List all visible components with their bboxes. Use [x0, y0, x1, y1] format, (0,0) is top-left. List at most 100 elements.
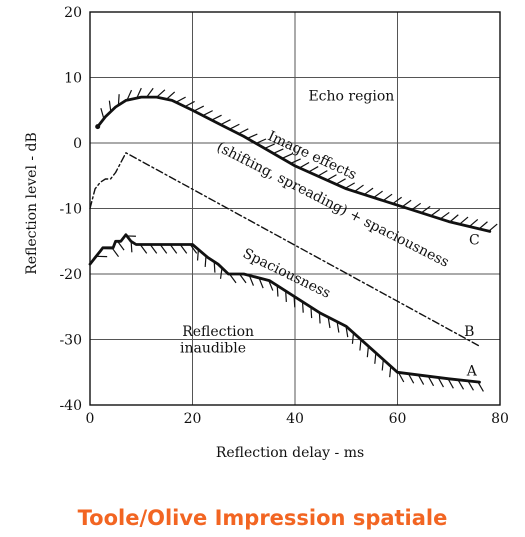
hatch-mark-C	[488, 223, 498, 232]
hatch-mark-C	[273, 148, 284, 154]
hatch-mark-A	[169, 244, 178, 254]
y-tick-label: 10	[64, 71, 82, 87]
grid	[89, 11, 501, 406]
series-line-C	[96, 95, 492, 233]
hatch-mark-C	[382, 193, 393, 202]
hatch-mark-C	[202, 110, 213, 117]
hatch-mark-A	[467, 380, 474, 391]
y-tick-label: -40	[59, 398, 82, 414]
hatch-mark-C	[326, 174, 337, 181]
x-axis-label: Reflection delay - ms	[216, 445, 364, 461]
hatch-mark-A	[374, 352, 377, 364]
annotation-label: inaudible	[180, 341, 246, 357]
hatching	[96, 87, 498, 392]
hatch-mark-A	[457, 379, 465, 390]
hatch-mark-A	[204, 255, 207, 268]
hatch-mark-A	[258, 277, 264, 289]
annotation-label: B	[464, 324, 474, 340]
hatch-mark-C	[430, 208, 441, 217]
x-tick-label: 20	[184, 411, 202, 427]
hatch-mark-C	[392, 196, 402, 205]
hatch-mark-A	[159, 244, 168, 254]
hatch-mark-A	[276, 285, 279, 297]
hatch-mark-C	[211, 114, 222, 121]
hatch-mark-A	[310, 307, 313, 319]
hatch-mark-A	[437, 377, 444, 388]
hatch-mark-A	[189, 244, 198, 254]
hatch-mark-A	[447, 378, 454, 389]
hatch-mark-C	[440, 211, 450, 220]
hatch-mark-C	[478, 221, 488, 230]
x-tick-label: 60	[389, 411, 407, 427]
hatch-mark-C	[264, 143, 275, 149]
y-tick-label: 20	[64, 5, 82, 21]
hatch-mark-A	[336, 321, 340, 333]
hatch-mark-A	[407, 373, 415, 384]
hatch-mark-A	[179, 244, 188, 254]
hatch-mark-A	[285, 290, 287, 302]
hatch-mark-A	[219, 267, 223, 279]
hatch-mark-C	[175, 96, 186, 103]
hatch-mark-A	[117, 240, 125, 251]
caption: Toole/Olive Impression spatiale	[77, 506, 448, 530]
hatch-mark-A	[477, 381, 484, 392]
hatch-mark-C	[166, 91, 176, 100]
x-tick-label: 0	[86, 411, 95, 427]
hatch-mark-A	[239, 273, 247, 284]
hatch-mark-A	[293, 296, 296, 308]
hatch-mark-A	[196, 249, 199, 261]
hatch-mark-C	[255, 138, 267, 145]
y-tick-label: 0	[73, 136, 82, 152]
hatch-mark-C	[308, 166, 319, 173]
hatch-mark-A	[130, 241, 133, 253]
hatch-mark-C	[411, 202, 422, 211]
hatch-mark-A	[229, 273, 237, 284]
hatch-mark-A	[318, 312, 321, 324]
annotation-label: A	[466, 364, 478, 380]
hatch-mark-C	[317, 170, 328, 177]
series-layer	[88, 95, 492, 384]
hatch-mark-C	[299, 161, 310, 169]
y-tick-label: -30	[59, 333, 82, 349]
hatch-mark-A	[139, 244, 148, 254]
hatch-mark-C	[290, 158, 301, 164]
hatch-mark-C	[459, 216, 469, 225]
series-line-B	[89, 152, 481, 347]
hatch-mark-C	[363, 187, 374, 196]
hatch-mark-C	[354, 184, 364, 193]
y-tick-label: -10	[59, 202, 82, 218]
hatch-mark-A	[389, 366, 392, 378]
hatch-mark-C	[136, 87, 142, 99]
series-start-point-C	[95, 124, 101, 130]
hatch-mark-A	[366, 346, 369, 358]
hatch-mark-C	[247, 133, 258, 140]
hatch-mark-C	[146, 87, 154, 98]
x-tick-label: 80	[491, 411, 509, 427]
x-tick-label: 40	[286, 411, 304, 427]
hatch-mark-C	[420, 205, 431, 214]
hatch-mark-C	[238, 128, 249, 135]
hatch-mark-C	[468, 218, 479, 227]
annotation-label: C	[469, 233, 480, 249]
hatch-mark-C	[117, 94, 120, 106]
series-line-A	[88, 233, 481, 384]
hatch-mark-C	[281, 153, 293, 159]
hatch-mark-C	[184, 100, 195, 108]
hatch-mark-A	[397, 372, 405, 383]
hatch-mark-A	[427, 375, 435, 387]
chart-svg: 0 20 40 60 80 20 10 0 -10 -20 -30 -40 Echo regionIm…	[24, 5, 509, 461]
hatch-mark-C	[344, 182, 356, 189]
hatch-mark-A	[417, 374, 425, 385]
hatch-mark-A	[351, 332, 355, 344]
hatch-mark-A	[149, 244, 158, 254]
hatch-mark-A	[248, 275, 255, 286]
hatch-mark-C	[449, 214, 459, 223]
hatch-mark-C	[126, 89, 133, 101]
plot-frame	[89, 11, 501, 406]
annotation-label: Reflection	[182, 324, 254, 340]
hatch-mark-C	[401, 199, 412, 208]
annotation-label: Echo region	[308, 88, 394, 104]
hatch-mark-C	[373, 190, 383, 199]
hatch-mark-C	[229, 123, 240, 130]
